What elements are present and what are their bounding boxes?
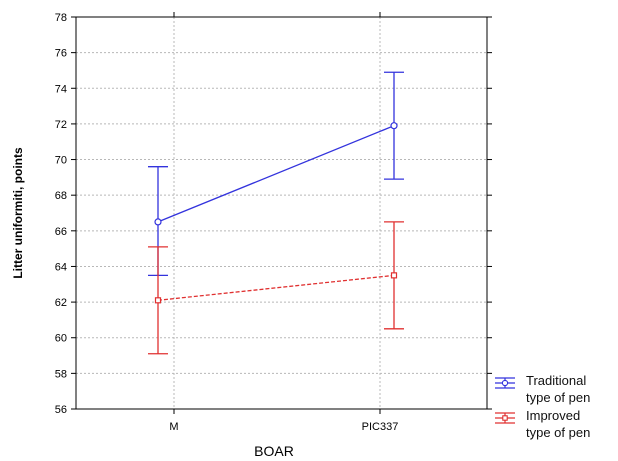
y-tick-label: 62	[55, 297, 67, 309]
legend: Traditional type of pen Improved type of pe…	[495, 373, 590, 440]
series-line	[157, 125, 395, 223]
y-axis-ticks: 56 58 60 62 64 66 68 70 72 74 76 78	[55, 12, 492, 416]
legend-label: type of pen	[526, 425, 590, 440]
legend-label: Traditional	[526, 373, 586, 388]
y-tick-label: 78	[55, 12, 67, 24]
legend-label: type of pen	[526, 390, 590, 405]
y-tick-label: 72	[55, 119, 67, 131]
x-tick-label: PIC337	[362, 421, 399, 433]
data-point	[390, 122, 398, 130]
grid	[76, 17, 487, 409]
y-tick-label: 56	[55, 404, 67, 416]
y-tick-label: 66	[55, 226, 67, 238]
legend-marker	[501, 379, 509, 387]
series-line	[157, 274, 395, 301]
data-point	[154, 218, 162, 226]
data-point	[154, 297, 162, 304]
x-axis-label: BOAR	[254, 443, 294, 459]
y-tick-label: 64	[55, 261, 67, 273]
y-tick-label: 60	[55, 333, 67, 345]
x-axis-ticks: M PIC337	[169, 12, 398, 433]
x-tick-label: M	[169, 421, 178, 433]
legend-label: Improved	[526, 408, 580, 423]
y-axis-label: Litter uniformiti, points	[11, 147, 25, 279]
legend-marker	[502, 415, 508, 421]
y-tick-label: 68	[55, 190, 67, 202]
series-layer	[148, 71, 404, 355]
data-point	[390, 272, 398, 279]
y-tick-label: 58	[55, 368, 67, 380]
y-tick-label: 74	[55, 83, 67, 95]
y-tick-label: 70	[55, 155, 67, 167]
plot-frame	[75, 16, 488, 410]
y-tick-label: 76	[55, 48, 67, 60]
